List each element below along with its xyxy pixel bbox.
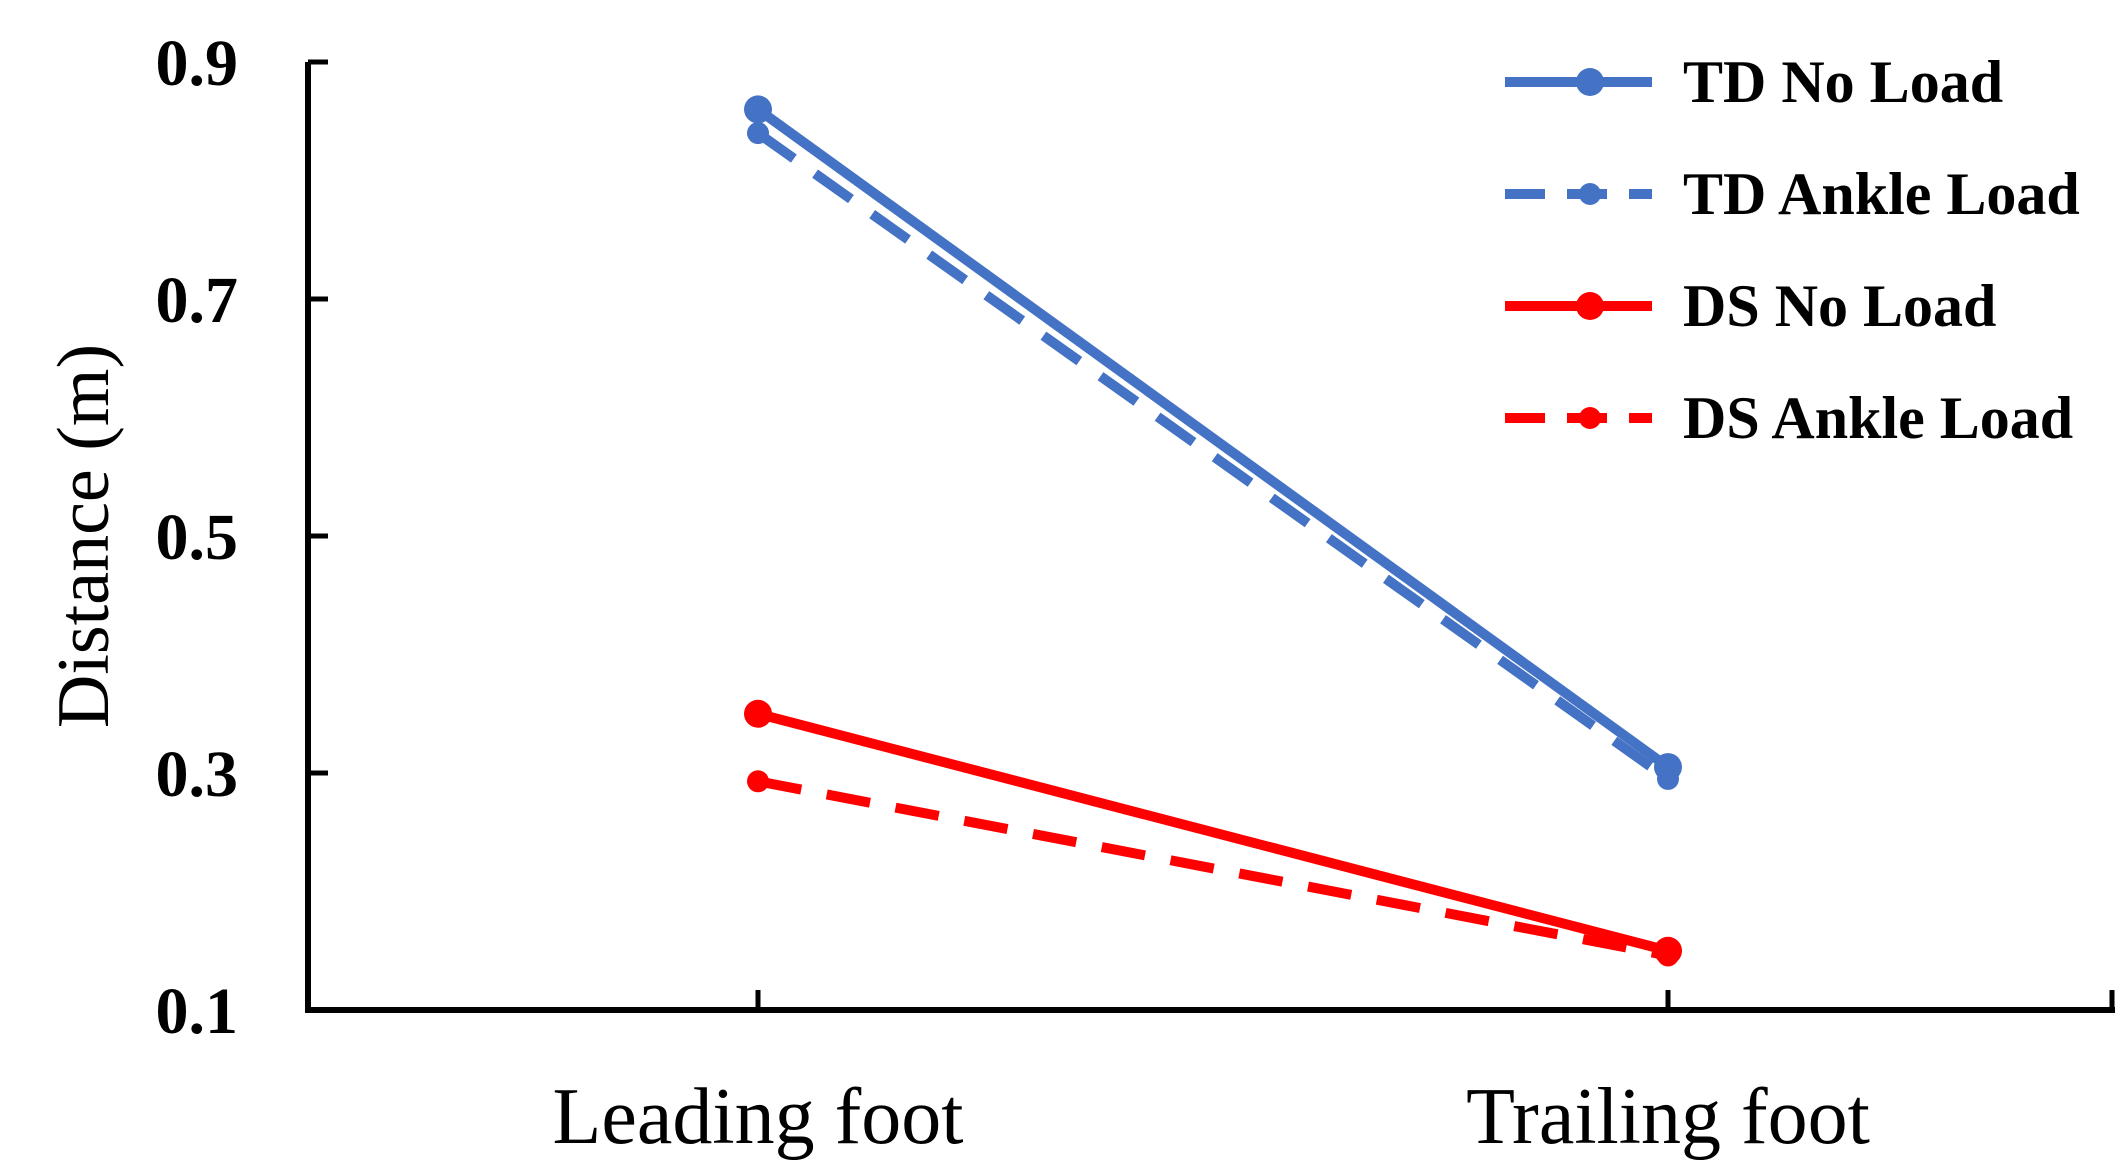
legend-label: DS Ankle Load <box>1683 385 2073 451</box>
data-point <box>747 122 769 145</box>
data-point <box>744 699 772 728</box>
series-line <box>755 105 1671 772</box>
x-tick-label: Trailing foot <box>1466 1073 1870 1161</box>
legend-marker <box>1576 68 1604 96</box>
series-line <box>757 776 1669 961</box>
legend-item: DS No Load <box>1505 273 1996 339</box>
data-point <box>1657 767 1679 790</box>
y-tick-group: 0.1 0.3 0.5 0.7 0.9 <box>156 27 328 1048</box>
legend: TD No Load TD Ankle Load DS No Load DS Ankl… <box>1505 49 2080 451</box>
x-tick-label: Leading foot <box>553 1073 964 1161</box>
x-tick-group: Leading foot Trailing foot <box>553 990 2115 1161</box>
legend-item: TD No Load <box>1505 49 2003 115</box>
legend-label: TD No Load <box>1683 49 2003 115</box>
y-tick-label: 0.7 <box>156 264 239 337</box>
y-tick-label: 0.3 <box>156 738 239 811</box>
y-tick-label: 0.5 <box>156 501 239 574</box>
legend-label: DS No Load <box>1683 273 1996 339</box>
series-4 <box>747 770 1679 967</box>
series-2 <box>747 122 1679 790</box>
series-group <box>744 95 1682 967</box>
series-3 <box>744 699 1682 965</box>
y-tick-label: 0.9 <box>156 27 239 100</box>
legend-marker <box>1579 183 1601 205</box>
legend-marker <box>1579 407 1601 429</box>
legend-label: TD Ankle Load <box>1683 161 2080 227</box>
y-axis-title: Distance (m) <box>43 344 125 728</box>
data-point <box>744 95 772 124</box>
legend-marker <box>1576 292 1604 320</box>
data-point <box>747 770 769 793</box>
series-line <box>756 708 1670 956</box>
legend-item: TD Ankle Load <box>1505 161 2080 227</box>
data-point <box>1657 944 1679 967</box>
y-tick-label: 0.1 <box>156 975 239 1048</box>
series-line <box>755 129 1671 784</box>
legend-item: DS Ankle Load <box>1505 385 2073 451</box>
